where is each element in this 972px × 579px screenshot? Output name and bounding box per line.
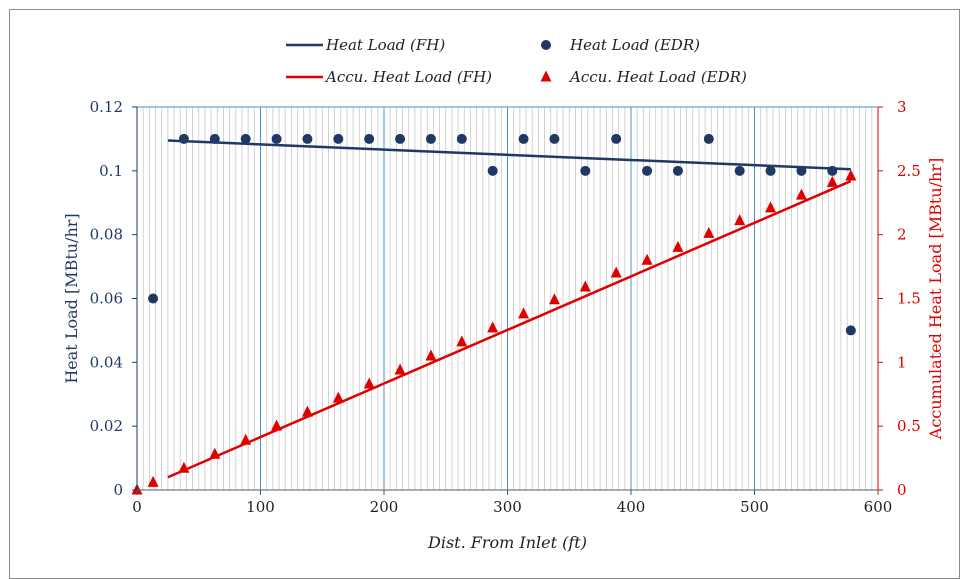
- x-tick-label: 200: [370, 498, 399, 516]
- y-right-tick-label: 0.5: [897, 417, 921, 435]
- data-point-heat-load-edr: [425, 133, 436, 144]
- data-point-accu-heat-load-edr: [795, 188, 807, 200]
- x-tick-label: 400: [617, 498, 646, 516]
- data-point-accu-heat-load-edr: [456, 335, 468, 347]
- legend-label-accu-heat-load-edr: Accu. Heat Load (EDR): [568, 68, 747, 86]
- data-point-accu-heat-load-edr: [271, 419, 283, 431]
- legend: Heat Load (FH) Heat Load (EDR) Accu. Heat …: [286, 36, 747, 86]
- y-right-tick-label: 0: [897, 481, 907, 499]
- y-right-tick-label: 2.5: [897, 162, 921, 180]
- data-point-heat-load-edr: [240, 133, 251, 144]
- data-point-accu-heat-load-edr: [734, 214, 746, 226]
- data-point-heat-load-edr: [765, 165, 776, 176]
- data-point-accu-heat-load-edr: [672, 240, 684, 252]
- data-point-accu-heat-load-edr: [641, 253, 653, 265]
- x-axis-title: Dist. From Inlet (ft): [427, 533, 587, 552]
- series-line-heat-load-fh: [167, 139, 851, 171]
- x-tick-label: 0: [132, 498, 142, 516]
- data-point-heat-load-edr: [827, 165, 838, 176]
- data-point-heat-load-edr: [703, 133, 714, 144]
- data-point-heat-load-edr: [364, 133, 375, 144]
- y-right-tick-label: 1: [897, 353, 907, 371]
- data-point-heat-load-edr: [580, 165, 591, 176]
- y-right-tick-label: 3: [897, 98, 907, 116]
- grid: [136, 106, 879, 490]
- y-right-tick-label: 2: [897, 226, 907, 244]
- y-left-tick-label: 0.02: [90, 417, 123, 435]
- data-point-accu-heat-load-edr: [425, 349, 437, 361]
- data-point-heat-load-edr: [148, 293, 159, 304]
- legend-swatch-accu-heat-load-edr: [540, 70, 552, 82]
- data-point-heat-load-edr: [796, 165, 807, 176]
- y-left-tick-label: 0.12: [90, 98, 123, 116]
- data-point-accu-heat-load-edr: [209, 447, 221, 459]
- data-point-heat-load-edr: [734, 165, 745, 176]
- data-point-heat-load-edr: [845, 325, 856, 336]
- legend-label-heat-load-edr: Heat Load (EDR): [569, 36, 700, 54]
- data-point-heat-load-edr: [642, 165, 653, 176]
- x-tick-label: 600: [864, 498, 893, 516]
- legend-label-heat-load-fh: Heat Load (FH): [325, 36, 445, 54]
- data-point-accu-heat-load-edr: [826, 175, 838, 187]
- data-point-accu-heat-load-edr: [363, 377, 375, 389]
- y-axis-right-title: Accumulated Heat Load [MBtu/hr]: [926, 158, 945, 440]
- data-point-heat-load-edr: [271, 133, 282, 144]
- data-point-heat-load-edr: [456, 133, 467, 144]
- data-point-accu-heat-load-edr: [394, 363, 406, 375]
- series-layer: [131, 133, 857, 495]
- data-point-accu-heat-load-edr: [579, 280, 591, 292]
- y-left-tick-label: 0.04: [90, 353, 123, 371]
- axes: 0 100 200 300 400 500 60000.020.040.060.080.10…: [62, 98, 945, 552]
- data-point-accu-heat-load-edr: [301, 405, 313, 417]
- data-point-accu-heat-load-edr: [548, 293, 560, 305]
- data-point-heat-load-edr: [672, 165, 683, 176]
- data-point-heat-load-edr: [302, 133, 313, 144]
- data-point-heat-load-edr: [178, 133, 189, 144]
- data-point-accu-heat-load-edr: [332, 391, 344, 403]
- x-tick-label: 500: [740, 498, 769, 516]
- y-right-tick-label: 1.5: [897, 290, 921, 308]
- data-point-accu-heat-load-edr: [178, 461, 190, 473]
- data-point-accu-heat-load-edr: [765, 201, 777, 213]
- data-point-accu-heat-load-edr: [487, 321, 499, 333]
- data-point-accu-heat-load-edr: [610, 266, 622, 278]
- data-point-accu-heat-load-edr: [240, 433, 252, 445]
- data-point-heat-load-edr: [209, 133, 220, 144]
- y-left-tick-label: 0.1: [99, 162, 123, 180]
- data-point-accu-heat-load-edr: [845, 169, 857, 181]
- data-point-heat-load-edr: [518, 133, 529, 144]
- data-point-heat-load-edr: [395, 133, 406, 144]
- data-point-heat-load-edr: [333, 133, 344, 144]
- legend-swatch-heat-load-edr: [541, 40, 551, 50]
- data-point-heat-load-edr: [549, 133, 560, 144]
- x-tick-label: 100: [246, 498, 275, 516]
- legend-label-accu-heat-load-fh: Accu. Heat Load (FH): [324, 68, 492, 86]
- series-line-accu-heat-load-fh: [167, 179, 852, 479]
- x-tick-label: 300: [493, 498, 522, 516]
- y-left-tick-label: 0.06: [90, 290, 123, 308]
- y-axis-left-title: Heat Load [MBtu/hr]: [62, 213, 81, 383]
- y-left-tick-label: 0: [113, 481, 123, 499]
- data-point-heat-load-edr: [611, 133, 622, 144]
- y-left-tick-label: 0.08: [90, 226, 123, 244]
- data-point-accu-heat-load-edr: [518, 307, 530, 319]
- data-point-heat-load-edr: [487, 165, 498, 176]
- data-point-accu-heat-load-edr: [147, 475, 159, 487]
- data-point-accu-heat-load-edr: [703, 226, 715, 238]
